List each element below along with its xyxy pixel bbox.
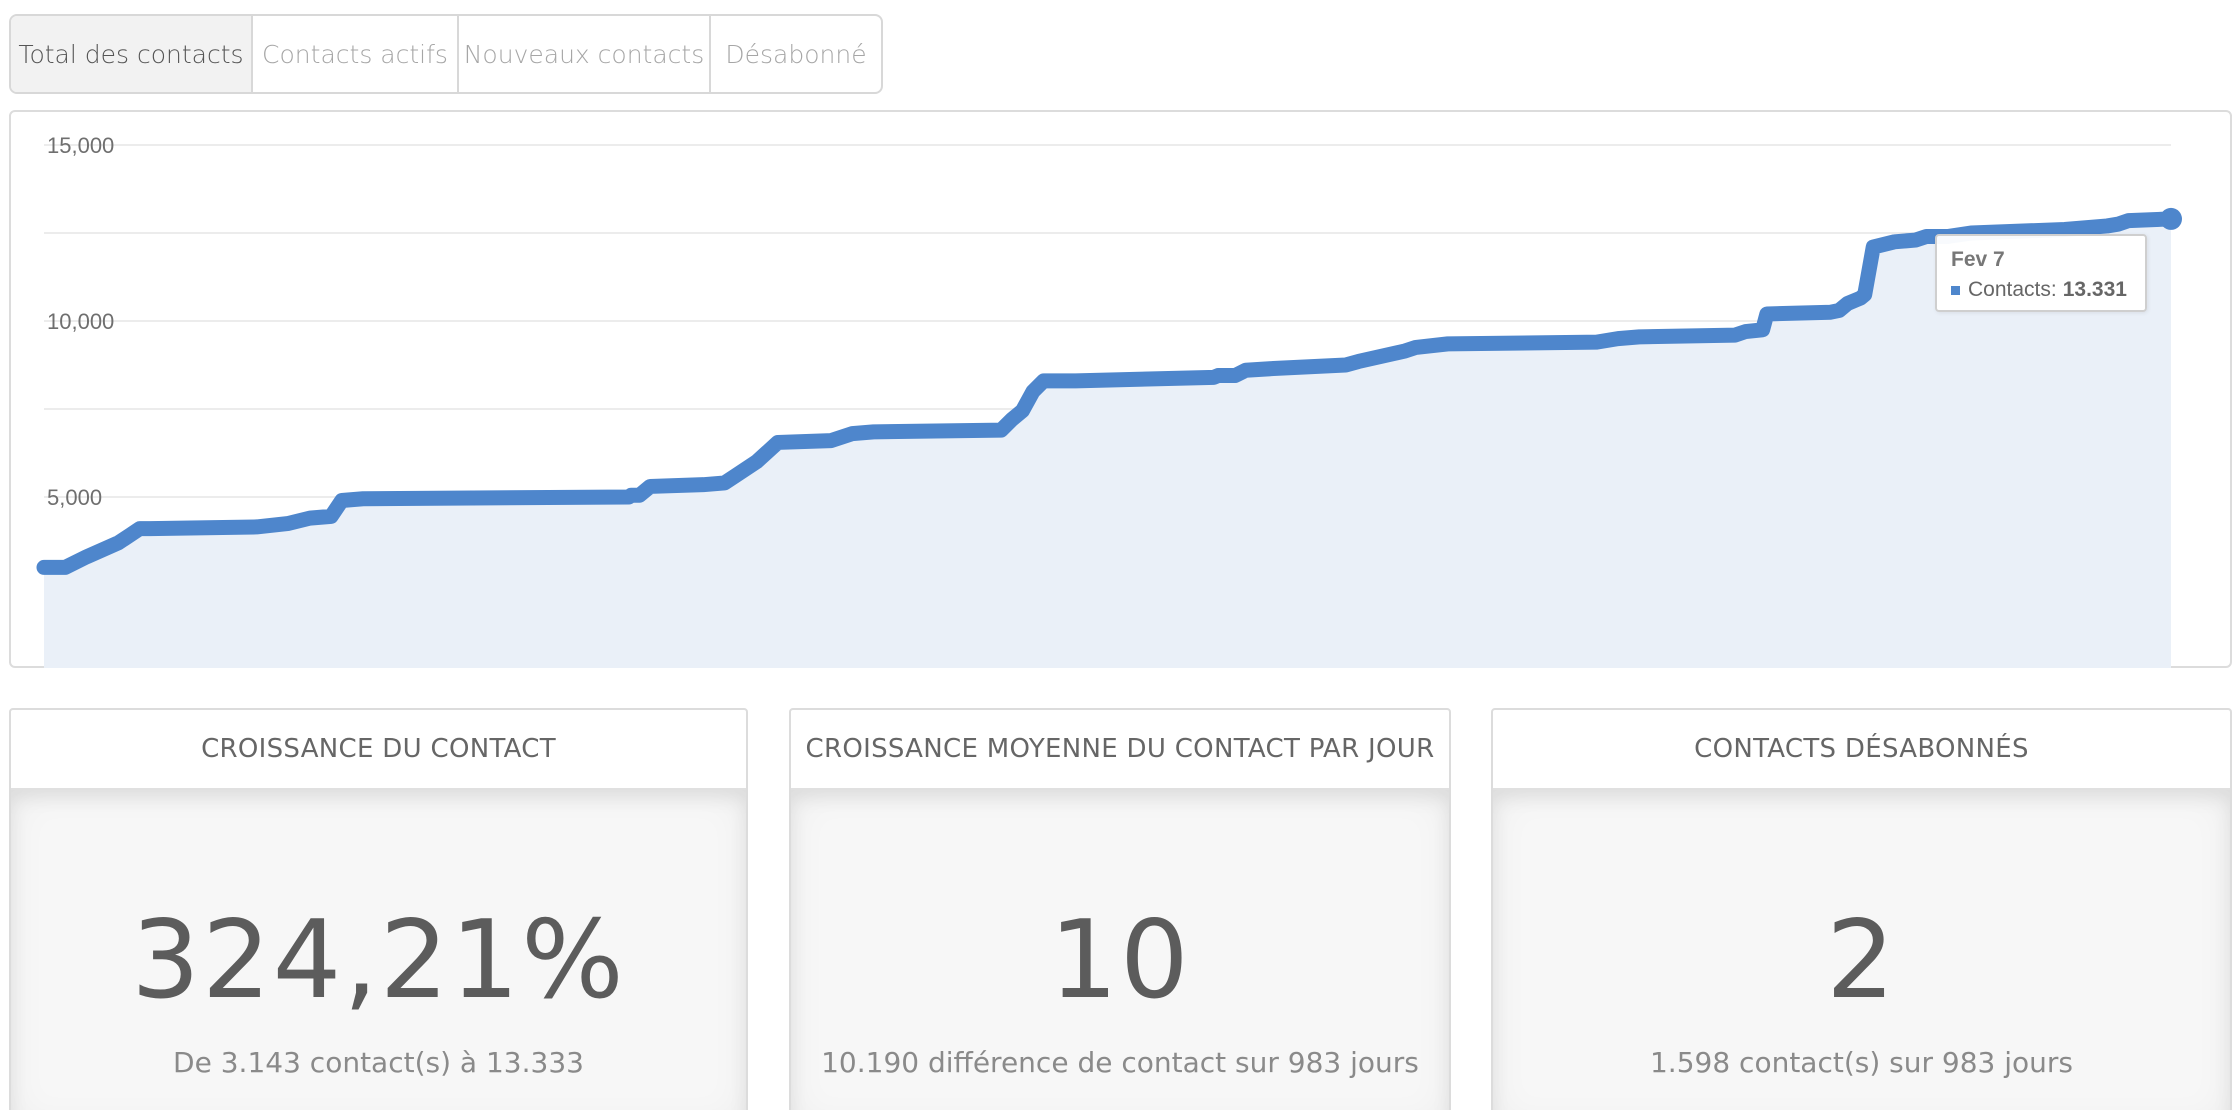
card-body: 324,21% De 3.143 contact(s) à 13.333 (11, 790, 746, 1110)
contacts-chart: 15,000 10,000 5,000 Fev 7 Contacts: 13.331 (9, 110, 2232, 669)
tab-unsubscribed[interactable]: Désabonné (709, 16, 881, 92)
card-contact-growth: CROISSANCE DU CONTACT 324,21% De 3.143 c… (9, 708, 748, 1110)
stats-tabs: Total des contacts Contacts actifs Nouve… (9, 14, 883, 94)
tab-new-contacts[interactable]: Nouveaux contacts (457, 16, 709, 92)
y-tick-label: 10,000 (47, 309, 114, 334)
contacts-area-chart: 15,000 10,000 5,000 (36, 133, 2182, 669)
tooltip-label: Contacts: (1968, 278, 2057, 301)
tab-total-contacts[interactable]: Total des contacts (11, 16, 251, 92)
card-detail: 1.598 contact(s) sur 983 jours (1649, 1046, 2074, 1079)
card-detail: De 3.143 contact(s) à 13.333 (173, 1046, 584, 1079)
card-value: 2 (1826, 898, 1897, 1023)
card-unsubscribed: CONTACTS DÉSABONNÉS 2 1.598 contact(s) s… (1491, 708, 2232, 1110)
card-title: CONTACTS DÉSABONNÉS (1493, 710, 2230, 790)
card-title: CROISSANCE MOYENNE DU CONTACT PAR JOUR (791, 710, 1449, 790)
tooltip-series-swatch (1951, 285, 1960, 295)
card-avg-daily-growth: CROISSANCE MOYENNE DU CONTACT PAR JOUR 1… (789, 708, 1451, 1110)
card-value: 324,21% (131, 898, 626, 1023)
series-line (36, 211, 2179, 575)
tooltip-value: 13.331 (2062, 278, 2127, 301)
chart-tooltip: Fev 7 Contacts: 13.331 (1935, 234, 2147, 312)
card-body: 2 1.598 contact(s) sur 983 jours (1493, 790, 2230, 1110)
card-value: 10 (1049, 898, 1191, 1023)
series-area (44, 218, 2171, 669)
tooltip-date: Fev 7 (1951, 248, 2005, 271)
hovered-point[interactable] (2160, 207, 2182, 230)
card-title: CROISSANCE DU CONTACT (11, 710, 746, 790)
y-tick-label: 15,000 (47, 133, 114, 158)
card-detail: 10.190 différence de contact sur 983 jou… (821, 1046, 1419, 1079)
card-body: 10 10.190 différence de contact sur 983 … (791, 790, 1449, 1110)
tab-active-contacts[interactable]: Contacts actifs (251, 16, 457, 92)
y-tick-label: 5,000 (47, 485, 102, 510)
